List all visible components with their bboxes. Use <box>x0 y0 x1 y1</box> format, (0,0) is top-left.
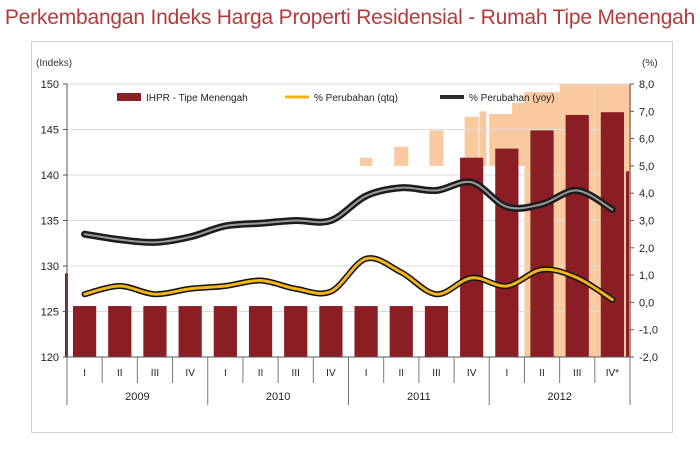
y-right-tick-label: 7,0 <box>639 106 654 118</box>
bar-ihpr <box>248 306 273 357</box>
x-year-label: 2010 <box>266 391 290 403</box>
bar-ihpr <box>178 306 202 357</box>
y-right-tick-label: -1,0 <box>639 325 658 337</box>
x-tick-label: II <box>539 368 545 379</box>
y-right-tick-label: -2,0 <box>639 352 658 364</box>
bar-ihpr <box>284 306 308 357</box>
bar-ihpr <box>424 306 449 357</box>
y-right-tick-label: 2,0 <box>639 243 654 255</box>
x-tick-label: IV <box>185 368 195 379</box>
x-year-label: 2012 <box>547 391 571 403</box>
x-tick-label: IV* <box>606 368 619 379</box>
line-qtq <box>83 256 614 302</box>
bar-ihpr <box>319 306 343 357</box>
x-tick-label: III <box>151 368 159 379</box>
x-tick-label: IV <box>467 368 477 379</box>
highlight-band <box>429 130 444 166</box>
y-left-tick-label: 125 <box>41 307 59 319</box>
highlight-band <box>479 111 487 166</box>
highlight-band <box>394 146 409 166</box>
y-left-tick-label: 135 <box>41 216 59 228</box>
x-tick-label: I <box>365 368 368 379</box>
x-tick-label: III <box>573 368 581 379</box>
y-right-tick-label: 0,0 <box>639 297 654 309</box>
x-tick-label: I <box>505 368 508 379</box>
x-tick-label: III <box>292 368 300 379</box>
x-tick-label: II <box>117 368 123 379</box>
y-right-tick-label: 8,0 <box>639 79 654 91</box>
bar-ihpr <box>213 306 237 357</box>
bar-ihpr <box>143 306 167 357</box>
x-tick-label: II <box>258 368 264 379</box>
y-right-tick-label: 4,0 <box>639 188 654 200</box>
bar-ihpr <box>495 148 519 357</box>
y-right-tick-label: 3,0 <box>639 216 654 228</box>
y-left-tick-label: 140 <box>41 170 59 182</box>
y-right-tick-label: 6,0 <box>639 134 654 146</box>
x-year-label: 2011 <box>407 391 431 403</box>
y-left-axis-label: (Indeks) <box>36 58 72 69</box>
x-tick-label: I <box>83 368 86 379</box>
x-tick-label: I <box>224 368 227 379</box>
bar-ihpr <box>108 306 132 357</box>
page-title: Perkembangan Indeks Harga Properti Resid… <box>4 6 696 29</box>
bar-ihpr <box>460 157 484 357</box>
bar-ihpr <box>600 112 625 358</box>
x-tick-label: III <box>432 368 440 379</box>
y-right-tick-label: 1,0 <box>639 270 654 282</box>
x-tick-label: IV <box>326 368 336 379</box>
line-yoy-highlight <box>83 180 614 244</box>
y-right-tick-label: 5,0 <box>639 161 654 173</box>
bar-ihpr <box>72 306 97 357</box>
legend-label: % Perubahan (yoy) <box>469 93 555 104</box>
bar-ihpr <box>354 306 378 357</box>
bar-ihpr <box>565 114 589 357</box>
legend-swatch-ihpr <box>117 93 141 101</box>
bar-ihpr <box>530 130 554 357</box>
y-left-tick-label: 145 <box>41 125 59 137</box>
y-left-tick-label: 120 <box>41 352 59 364</box>
highlight-band <box>359 157 373 166</box>
legend-label: % Perubahan (qtq) <box>314 93 398 104</box>
y-right-axis-label: (%) <box>642 58 658 69</box>
bar-ihpr <box>389 306 413 357</box>
bar-marker <box>626 171 629 357</box>
y-left-tick-label: 150 <box>41 79 59 91</box>
x-tick-label: II <box>399 368 405 379</box>
y-left-tick-label: 130 <box>41 261 59 273</box>
x-year-label: 2009 <box>125 391 149 403</box>
legend-label: IHPR - Tipe Menengah <box>146 93 248 104</box>
